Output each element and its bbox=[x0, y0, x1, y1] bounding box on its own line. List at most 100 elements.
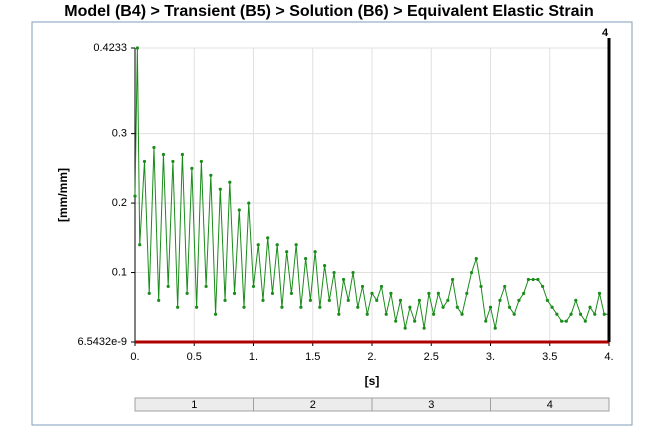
data-point bbox=[507, 305, 512, 309]
data-point bbox=[204, 284, 208, 289]
data-point bbox=[266, 236, 270, 240]
data-point bbox=[379, 284, 384, 289]
data-point bbox=[147, 291, 151, 295]
x-tick-label: 0. bbox=[130, 351, 139, 363]
data-point bbox=[176, 305, 180, 309]
y-axis-title: [mm/mm] bbox=[56, 168, 70, 222]
data-point bbox=[365, 312, 369, 316]
y-tick-label: 0.4233 bbox=[93, 42, 127, 54]
data-point bbox=[285, 250, 289, 254]
x-tick-label: 3. bbox=[486, 351, 495, 363]
data-point bbox=[304, 257, 308, 261]
data-point bbox=[360, 284, 365, 289]
data-point bbox=[180, 152, 184, 157]
data-point bbox=[308, 298, 312, 302]
data-point bbox=[166, 284, 170, 289]
data-point bbox=[152, 145, 156, 150]
data-point bbox=[209, 173, 213, 177]
data-point bbox=[512, 312, 516, 316]
x-tick-label: 1.5 bbox=[305, 351, 320, 363]
data-point bbox=[327, 298, 331, 302]
data-point bbox=[578, 312, 583, 316]
data-point bbox=[455, 305, 459, 309]
x-tick-label: 2.5 bbox=[424, 351, 439, 363]
data-point bbox=[555, 312, 559, 316]
data-point bbox=[450, 277, 455, 282]
data-point bbox=[323, 264, 327, 268]
chart-title: Model (B4) > Transient (B5) > Solution (… bbox=[64, 3, 593, 20]
data-point bbox=[195, 305, 199, 309]
data-point bbox=[403, 326, 407, 330]
data-point bbox=[446, 298, 450, 302]
data-point bbox=[441, 305, 445, 309]
data-point bbox=[583, 319, 587, 323]
data-point bbox=[417, 298, 421, 302]
data-point bbox=[522, 291, 526, 295]
data-point bbox=[199, 159, 203, 164]
data-point bbox=[465, 291, 469, 295]
data-point bbox=[526, 277, 531, 282]
data-point bbox=[142, 159, 147, 164]
data-point bbox=[469, 270, 474, 275]
data-point bbox=[237, 208, 241, 212]
data-point bbox=[247, 201, 251, 205]
step-label: 3 bbox=[428, 399, 434, 411]
data-point bbox=[161, 152, 166, 157]
data-point bbox=[313, 250, 317, 254]
data-point bbox=[261, 298, 265, 302]
data-point bbox=[157, 298, 161, 302]
data-point bbox=[346, 298, 350, 302]
data-point bbox=[545, 298, 549, 302]
step-cell bbox=[490, 397, 610, 412]
data-point bbox=[232, 291, 237, 295]
data-point bbox=[135, 46, 139, 50]
data-point bbox=[356, 305, 360, 309]
data-point bbox=[574, 298, 578, 302]
data-point bbox=[488, 305, 493, 309]
x-tick-label: 4. bbox=[604, 351, 613, 363]
data-point bbox=[299, 305, 303, 309]
data-point bbox=[493, 326, 497, 330]
data-point bbox=[560, 319, 564, 323]
data-point bbox=[432, 312, 436, 316]
data-point bbox=[427, 291, 431, 295]
data-point bbox=[484, 319, 488, 323]
data-point bbox=[588, 305, 592, 309]
data-point bbox=[223, 298, 227, 302]
data-point bbox=[413, 319, 417, 323]
step-label: 4 bbox=[547, 399, 553, 411]
data-point bbox=[280, 305, 284, 309]
x-tick-label: 1. bbox=[249, 351, 258, 363]
data-point bbox=[503, 284, 507, 289]
data-point bbox=[318, 305, 322, 309]
data-point bbox=[242, 305, 246, 309]
data-point bbox=[602, 312, 606, 316]
data-point bbox=[133, 194, 137, 198]
data-point bbox=[569, 312, 573, 316]
data-point bbox=[251, 284, 256, 289]
x-tick-label: 2. bbox=[367, 351, 376, 363]
data-point bbox=[384, 312, 388, 316]
data-point bbox=[185, 291, 189, 295]
data-point bbox=[375, 298, 379, 302]
data-point bbox=[436, 291, 440, 295]
data-point bbox=[270, 291, 275, 295]
data-point bbox=[408, 305, 412, 309]
y-tick-label: 0.1 bbox=[112, 266, 127, 278]
data-point bbox=[275, 243, 279, 247]
data-point bbox=[341, 277, 346, 282]
data-point bbox=[138, 243, 142, 247]
data-point bbox=[593, 312, 597, 316]
data-point bbox=[498, 298, 502, 302]
data-point bbox=[332, 270, 336, 275]
x-tick-label: 0.5 bbox=[187, 351, 202, 363]
data-point bbox=[564, 319, 568, 323]
data-point bbox=[351, 270, 355, 275]
data-point bbox=[460, 312, 464, 316]
data-point bbox=[550, 305, 554, 309]
data-point bbox=[479, 284, 483, 289]
data-point bbox=[218, 187, 222, 191]
y-tick-label: 0.2 bbox=[112, 197, 127, 209]
